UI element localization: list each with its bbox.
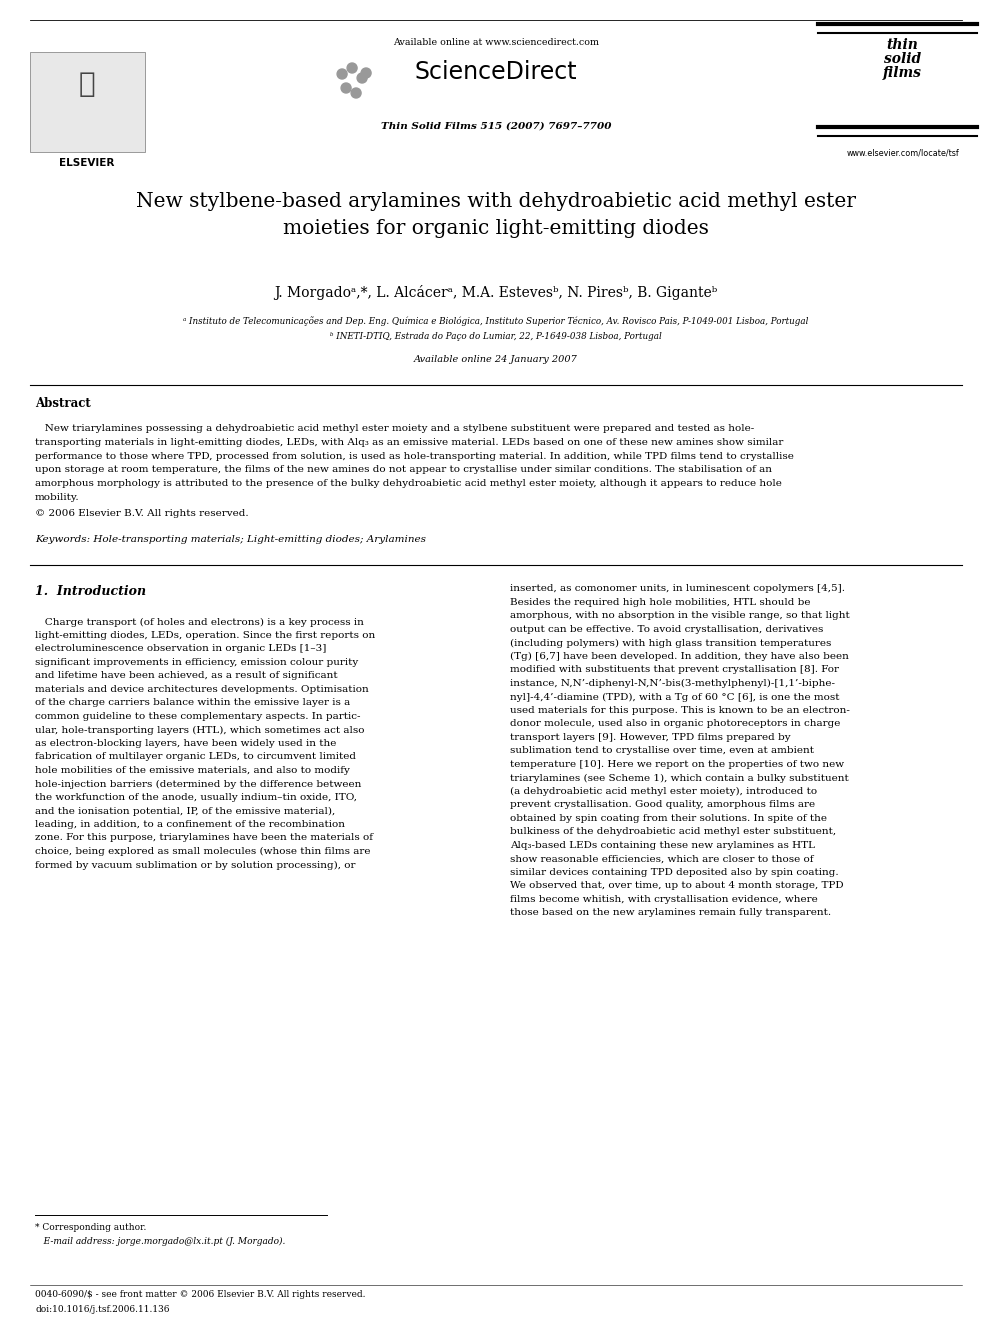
Text: bulkiness of the dehydroabietic acid methyl ester substituent,: bulkiness of the dehydroabietic acid met… bbox=[510, 827, 836, 836]
Text: transport layers [9]. However, TPD films prepared by: transport layers [9]. However, TPD films… bbox=[510, 733, 791, 742]
Circle shape bbox=[337, 69, 347, 79]
Circle shape bbox=[351, 89, 361, 98]
Text: Charge transport (of holes and electrons) is a key process in: Charge transport (of holes and electrons… bbox=[35, 618, 364, 627]
Text: used materials for this purpose. This is known to be an electron-: used materials for this purpose. This is… bbox=[510, 706, 850, 714]
Text: modified with substituents that prevent crystallisation [8]. For: modified with substituents that prevent … bbox=[510, 665, 839, 675]
Text: hole-injection barriers (determined by the difference between: hole-injection barriers (determined by t… bbox=[35, 779, 361, 789]
Text: as electron-blocking layers, have been widely used in the: as electron-blocking layers, have been w… bbox=[35, 738, 336, 747]
Text: ELSEVIER: ELSEVIER bbox=[60, 157, 115, 168]
Text: choice, being explored as small molecules (whose thin films are: choice, being explored as small molecule… bbox=[35, 847, 370, 856]
Text: Besides the required high hole mobilities, HTL should be: Besides the required high hole mobilitie… bbox=[510, 598, 810, 607]
Text: donor molecule, used also in organic photoreceptors in charge: donor molecule, used also in organic pho… bbox=[510, 720, 840, 729]
Text: and lifetime have been achieved, as a result of significant: and lifetime have been achieved, as a re… bbox=[35, 671, 337, 680]
Text: hole mobilities of the emissive materials, and also to modify: hole mobilities of the emissive material… bbox=[35, 766, 350, 775]
Text: temperature [10]. Here we report on the properties of two new: temperature [10]. Here we report on the … bbox=[510, 759, 844, 769]
Text: ScienceDirect: ScienceDirect bbox=[415, 60, 577, 83]
Text: doi:10.1016/j.tsf.2006.11.136: doi:10.1016/j.tsf.2006.11.136 bbox=[35, 1304, 170, 1314]
Text: the workfunction of the anode, usually indium–tin oxide, ITO,: the workfunction of the anode, usually i… bbox=[35, 792, 357, 802]
Text: Alq₃-based LEDs containing these new arylamines as HTL: Alq₃-based LEDs containing these new ary… bbox=[510, 841, 815, 849]
Text: nyl]-4,4’-diamine (TPD), with a Tg of 60 °C [6], is one the most: nyl]-4,4’-diamine (TPD), with a Tg of 60… bbox=[510, 692, 839, 701]
FancyBboxPatch shape bbox=[30, 52, 145, 152]
Text: of the charge carriers balance within the emissive layer is a: of the charge carriers balance within th… bbox=[35, 699, 350, 708]
Text: leading, in addition, to a confinement of the recombination: leading, in addition, to a confinement o… bbox=[35, 820, 345, 830]
Text: obtained by spin coating from their solutions. In spite of the: obtained by spin coating from their solu… bbox=[510, 814, 827, 823]
Text: ᵇ INETI-DTIQ, Estrada do Paço do Lumiar, 22, P-1649-038 Lisboa, Portugal: ᵇ INETI-DTIQ, Estrada do Paço do Lumiar,… bbox=[330, 332, 662, 341]
Text: (a dehydroabietic acid methyl ester moiety), introduced to: (a dehydroabietic acid methyl ester moie… bbox=[510, 787, 817, 796]
Text: significant improvements in efficiency, emission colour purity: significant improvements in efficiency, … bbox=[35, 658, 358, 667]
Text: ular, hole-transporting layers (HTL), which sometimes act also: ular, hole-transporting layers (HTL), wh… bbox=[35, 725, 364, 734]
Circle shape bbox=[357, 73, 367, 83]
Text: amorphous morphology is attributed to the presence of the bulky dehydroabietic a: amorphous morphology is attributed to th… bbox=[35, 479, 782, 488]
Text: 1.  Introduction: 1. Introduction bbox=[35, 585, 146, 598]
Text: (Tg) [6,7] have been developed. In addition, they have also been: (Tg) [6,7] have been developed. In addit… bbox=[510, 652, 849, 662]
Text: fabrication of multilayer organic LEDs, to circumvent limited: fabrication of multilayer organic LEDs, … bbox=[35, 753, 356, 761]
Text: ᵃ Instituto de Telecomunicações and Dep. Eng. Química e Biológica, Instituto Sup: ᵃ Instituto de Telecomunicações and Dep.… bbox=[184, 316, 808, 325]
Text: E-mail address: jorge.morgado@lx.it.pt (J. Morgado).: E-mail address: jorge.morgado@lx.it.pt (… bbox=[35, 1237, 286, 1246]
Text: mobility.: mobility. bbox=[35, 493, 79, 501]
Text: formed by vacuum sublimation or by solution processing), or: formed by vacuum sublimation or by solut… bbox=[35, 860, 355, 869]
Text: Available online at www.sciencedirect.com: Available online at www.sciencedirect.co… bbox=[393, 38, 599, 48]
Text: amorphous, with no absorption in the visible range, so that light: amorphous, with no absorption in the vis… bbox=[510, 611, 850, 620]
Text: films become whitish, with crystallisation evidence, where: films become whitish, with crystallisati… bbox=[510, 894, 817, 904]
Text: Keywords: Hole-transporting materials; Light-emitting diodes; Arylamines: Keywords: Hole-transporting materials; L… bbox=[35, 534, 426, 544]
Text: zone. For this purpose, triarylamines have been the materials of: zone. For this purpose, triarylamines ha… bbox=[35, 833, 373, 843]
Text: New triarylamines possessing a dehydroabietic acid methyl ester moiety and a sty: New triarylamines possessing a dehydroab… bbox=[35, 423, 754, 433]
Text: 🌳: 🌳 bbox=[78, 70, 95, 98]
Text: transporting materials in light-emitting diodes, LEDs, with Alq₃ as an emissive : transporting materials in light-emitting… bbox=[35, 438, 784, 447]
Text: upon storage at room temperature, the films of the new amines do not appear to c: upon storage at room temperature, the fi… bbox=[35, 466, 772, 475]
Text: instance, N,N’-diphenyl-N,N’-bis(3-methylphenyl)-[1,1’-biphe-: instance, N,N’-diphenyl-N,N’-bis(3-methy… bbox=[510, 679, 835, 688]
Circle shape bbox=[347, 64, 357, 73]
Text: materials and device architectures developments. Optimisation: materials and device architectures devel… bbox=[35, 685, 369, 693]
Text: common guideline to these complementary aspects. In partic-: common guideline to these complementary … bbox=[35, 712, 360, 721]
Text: (including polymers) with high glass transition temperatures: (including polymers) with high glass tra… bbox=[510, 639, 831, 647]
Text: New stylbene-based arylamines with dehydroabietic acid methyl ester
moieties for: New stylbene-based arylamines with dehyd… bbox=[136, 192, 856, 238]
Circle shape bbox=[341, 83, 351, 93]
Text: performance to those where TPD, processed from solution, is used as hole-transpo: performance to those where TPD, processe… bbox=[35, 451, 794, 460]
Text: * Corresponding author.: * Corresponding author. bbox=[35, 1222, 147, 1232]
Text: similar devices containing TPD deposited also by spin coating.: similar devices containing TPD deposited… bbox=[510, 868, 838, 877]
Text: Thin Solid Films 515 (2007) 7697–7700: Thin Solid Films 515 (2007) 7697–7700 bbox=[381, 122, 611, 131]
Circle shape bbox=[361, 67, 371, 78]
Text: sublimation tend to crystallise over time, even at ambient: sublimation tend to crystallise over tim… bbox=[510, 746, 814, 755]
Text: 0040-6090/$ - see front matter © 2006 Elsevier B.V. All rights reserved.: 0040-6090/$ - see front matter © 2006 El… bbox=[35, 1290, 365, 1299]
Text: triarylamines (see Scheme 1), which contain a bulky substituent: triarylamines (see Scheme 1), which cont… bbox=[510, 774, 849, 782]
Text: output can be effective. To avoid crystallisation, derivatives: output can be effective. To avoid crysta… bbox=[510, 624, 823, 634]
Text: We observed that, over time, up to about 4 month storage, TPD: We observed that, over time, up to about… bbox=[510, 881, 843, 890]
Text: © 2006 Elsevier B.V. All rights reserved.: © 2006 Elsevier B.V. All rights reserved… bbox=[35, 509, 249, 517]
Text: inserted, as comonomer units, in luminescent copolymers [4,5].: inserted, as comonomer units, in lumines… bbox=[510, 585, 845, 594]
Text: J. Morgadoᵃ,*, L. Alcácerᵃ, M.A. Estevesᵇ, N. Piresᵇ, B. Giganteᵇ: J. Morgadoᵃ,*, L. Alcácerᵃ, M.A. Esteves… bbox=[275, 284, 717, 300]
Text: show reasonable efficiencies, which are closer to those of: show reasonable efficiencies, which are … bbox=[510, 855, 813, 864]
Text: Abstract: Abstract bbox=[35, 397, 90, 410]
Text: Available online 24 January 2007: Available online 24 January 2007 bbox=[414, 355, 578, 364]
Text: www.elsevier.com/locate/tsf: www.elsevier.com/locate/tsf bbox=[846, 148, 959, 157]
Text: prevent crystallisation. Good quality, amorphous films are: prevent crystallisation. Good quality, a… bbox=[510, 800, 815, 810]
Text: and the ionisation potential, IP, of the emissive material),: and the ionisation potential, IP, of the… bbox=[35, 807, 335, 815]
Text: electroluminescence observation in organic LEDs [1–3]: electroluminescence observation in organ… bbox=[35, 644, 326, 654]
Text: light-emitting diodes, LEDs, operation. Since the first reports on: light-emitting diodes, LEDs, operation. … bbox=[35, 631, 375, 640]
Text: thin
solid
films: thin solid films bbox=[883, 38, 923, 79]
Text: those based on the new arylamines remain fully transparent.: those based on the new arylamines remain… bbox=[510, 909, 831, 917]
